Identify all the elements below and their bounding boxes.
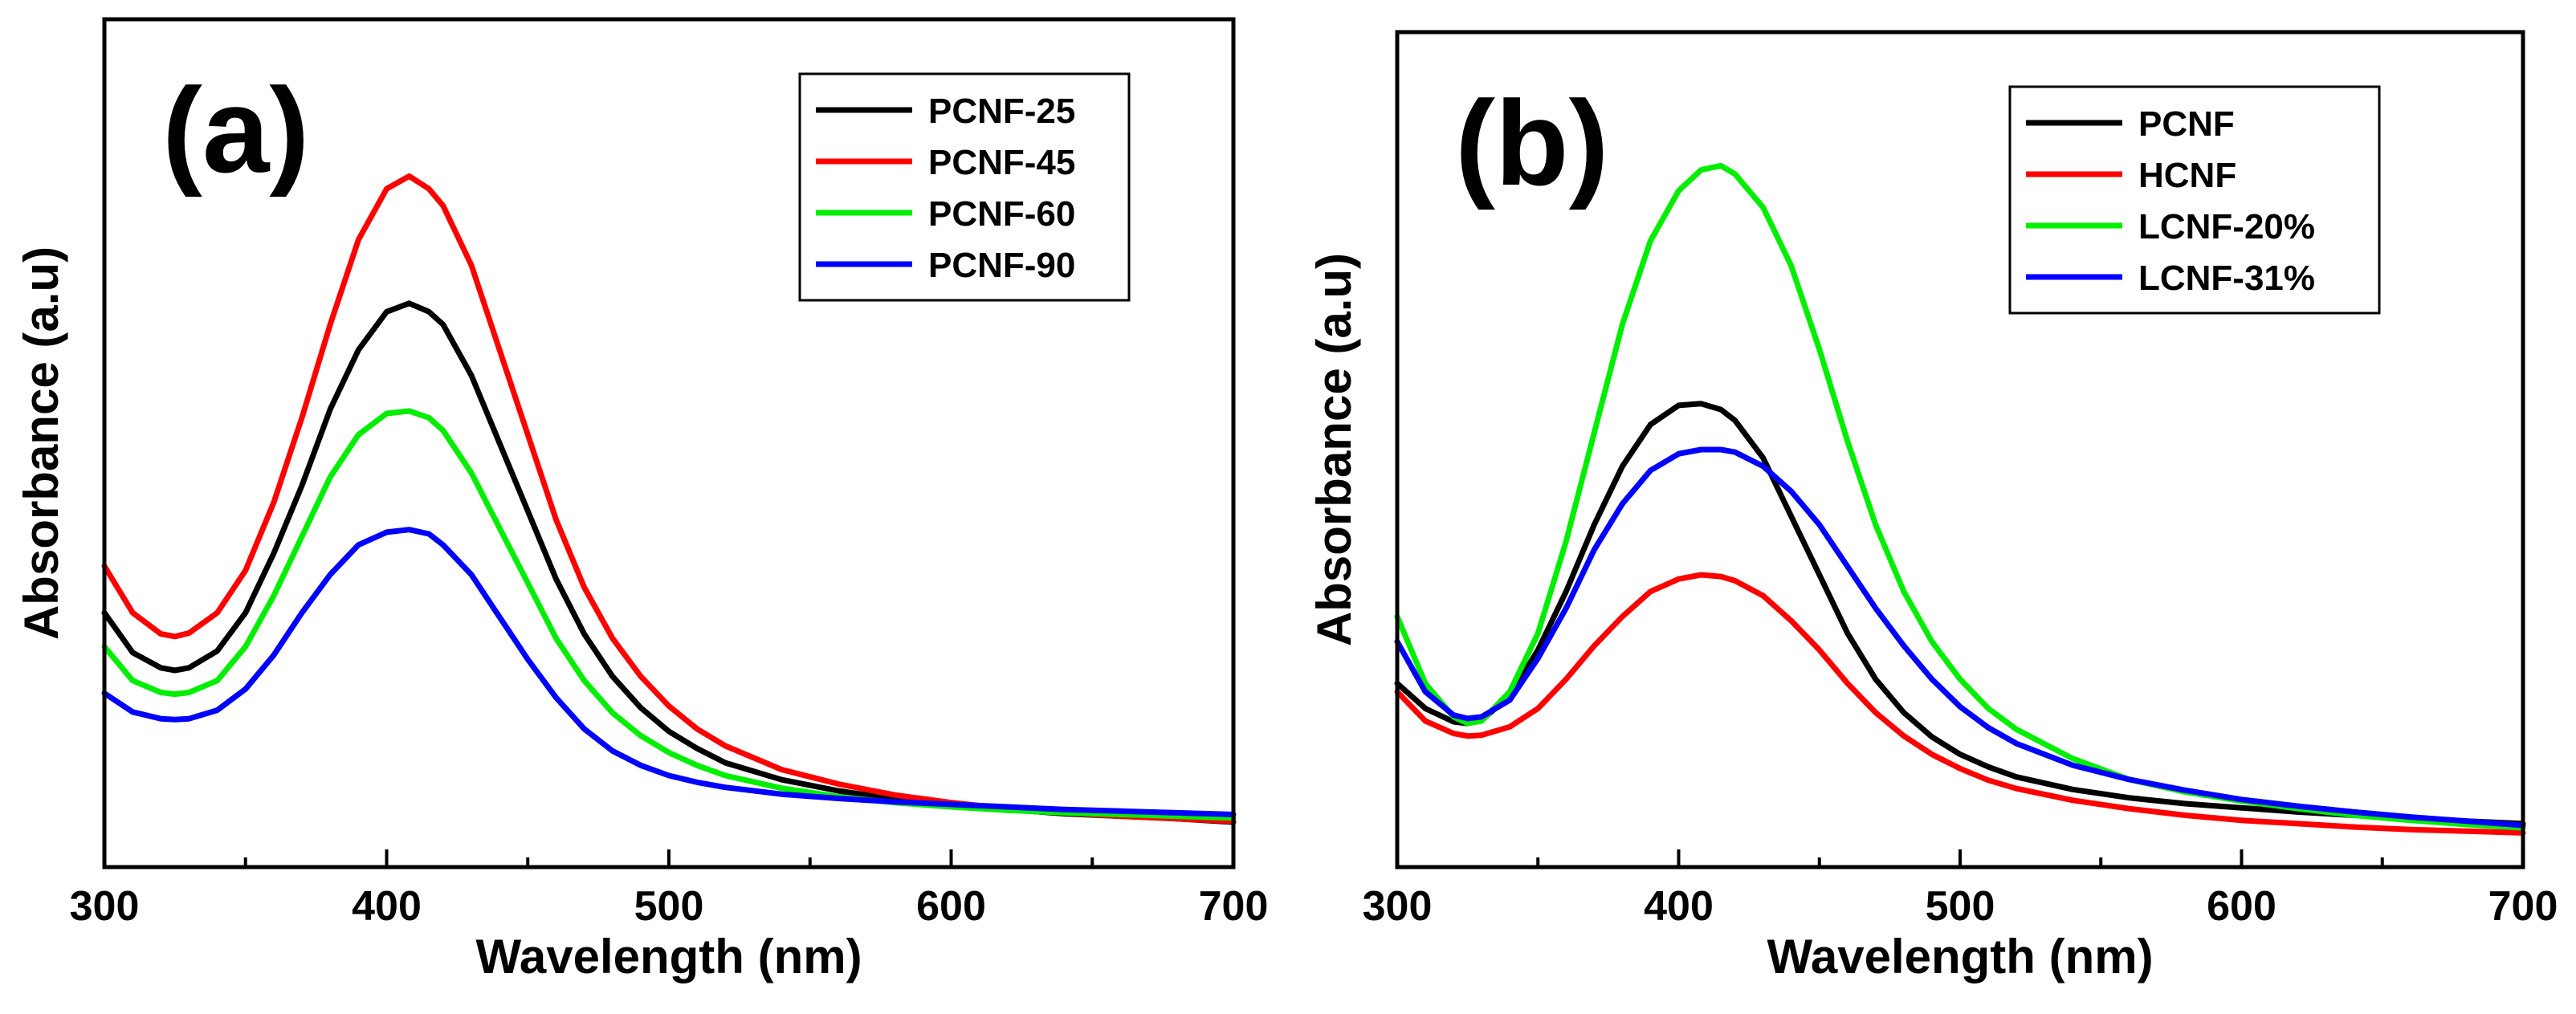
panel-a: 300 400 500 600 700 Wavelength (nm) Absorbance… bbox=[14, 17, 1269, 983]
panel-a-x-tick-label: 700 bbox=[1199, 883, 1269, 930]
panel-a-series-pcnf-90 bbox=[101, 527, 1237, 817]
panel-a-x-tick-label: 400 bbox=[352, 883, 422, 930]
panel-b-legend-label: LCNF-20% bbox=[2138, 207, 2315, 246]
panel-a-legend-label: PCNF-45 bbox=[928, 143, 1075, 182]
panel-b-legend: PCNF HCNF LCNF-20% LCNF-31% bbox=[2008, 85, 2381, 315]
panel-a-y-axis-title: Absorbance (a.u) bbox=[14, 246, 68, 640]
panel-a-series-pcnf-45 bbox=[101, 173, 1237, 825]
panel-b-panel-label: (b) bbox=[1455, 75, 1609, 210]
panel-b-legend-label: HCNF bbox=[2138, 156, 2236, 195]
panel-b-x-axis-title: Wavelength (nm) bbox=[1767, 930, 2153, 983]
panel-b-legend-label: LCNF-31% bbox=[2138, 259, 2315, 298]
panel-b-y-axis-title: Absorbance (a.u) bbox=[1307, 253, 1361, 646]
panel-b-x-tick-label: 300 bbox=[1363, 883, 1433, 930]
panel-b: 300 400 500 600 700 Wavelength (nm) Absorbance… bbox=[1307, 30, 2558, 983]
panel-a-legend-label: PCNF-90 bbox=[928, 246, 1075, 285]
panel-b-legend-label: PCNF bbox=[2138, 104, 2235, 144]
panel-a-x-axis-title: Wavelength (nm) bbox=[475, 930, 862, 983]
panel-a-legend-label: PCNF-25 bbox=[928, 92, 1075, 131]
panel-a-x-tick-label: 600 bbox=[916, 883, 986, 930]
panel-a-legend-label: PCNF-60 bbox=[928, 194, 1075, 234]
panel-b-series-hcnf bbox=[1394, 572, 2526, 836]
panel-b-x-tick-label: 400 bbox=[1644, 883, 1714, 930]
panel-b-series-pcnf bbox=[1394, 401, 2526, 827]
panel-b-x-tick-label: 700 bbox=[2488, 883, 2558, 930]
panel-a-series-pcnf-25 bbox=[101, 300, 1237, 825]
panel-a-x-tick-label: 300 bbox=[70, 883, 140, 930]
panel-a-series-pcnf-60 bbox=[101, 408, 1237, 821]
panel-b-series-lcnf-31 bbox=[1394, 446, 2526, 829]
panel-a-legend: PCNF-25 PCNF-45 PCNF-60 PCNF-90 bbox=[798, 72, 1131, 302]
panel-b-x-tick-label: 500 bbox=[1926, 883, 1995, 930]
panel-a-panel-label: (a) bbox=[162, 63, 309, 198]
panel-a-x-tick-label: 500 bbox=[634, 883, 704, 930]
panel-b-x-tick-label: 600 bbox=[2207, 883, 2276, 930]
